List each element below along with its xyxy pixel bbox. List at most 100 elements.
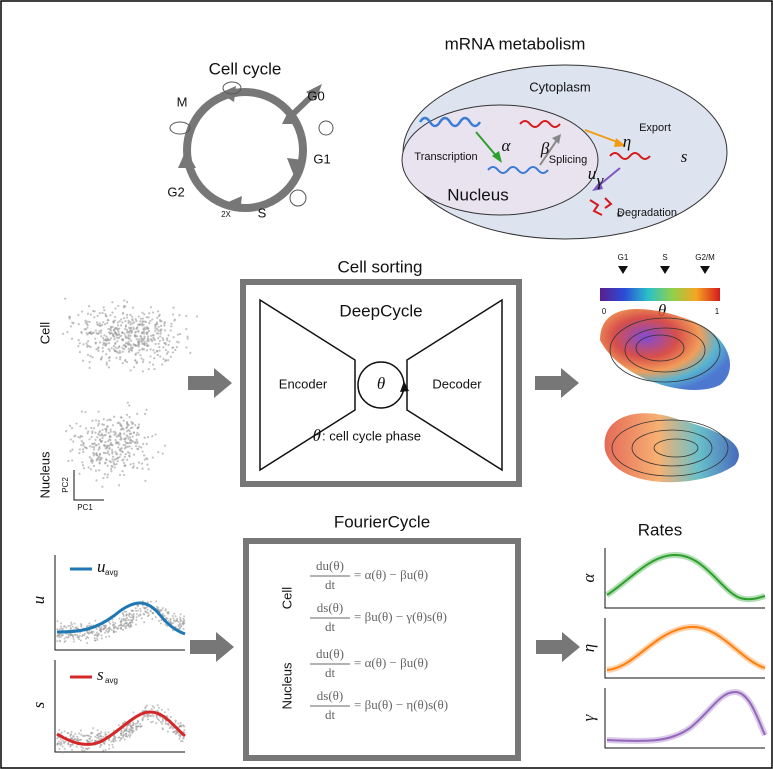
cloud-point	[107, 450, 109, 452]
cloud-point	[136, 413, 138, 415]
cloud-point	[124, 447, 126, 449]
cloud-point	[139, 335, 141, 337]
cloud-point	[152, 364, 154, 366]
cloud-point	[99, 312, 101, 314]
cloud-point	[160, 325, 162, 327]
legend-label: s	[97, 665, 104, 684]
cloud-point	[185, 328, 187, 330]
cloud-point	[114, 307, 116, 309]
noise-point	[180, 624, 182, 626]
noise-point	[96, 631, 98, 633]
noise-point	[94, 639, 96, 641]
cloud-point	[130, 427, 132, 429]
cloud-point	[126, 331, 128, 333]
cloud-point	[115, 439, 117, 441]
cloud-point	[110, 431, 112, 433]
noise-point	[150, 601, 152, 603]
numerator: du(θ)	[316, 558, 344, 573]
cloud-point	[142, 343, 144, 345]
cloud-point	[77, 314, 79, 316]
cell-icon	[170, 122, 190, 134]
cloud-point	[123, 433, 125, 435]
cloud-point	[125, 453, 127, 455]
noise-point	[98, 737, 100, 739]
noise-point	[174, 731, 176, 733]
noise-point	[92, 727, 94, 729]
cloud-point	[97, 347, 99, 349]
noise-point	[183, 622, 185, 624]
cloud-point	[123, 462, 125, 464]
cloud-point	[172, 351, 174, 353]
noise-point	[111, 744, 113, 746]
noise-point	[56, 737, 58, 739]
cloud-point	[84, 320, 86, 322]
cloud-point	[117, 329, 119, 331]
noise-point	[135, 725, 137, 727]
noise-point	[64, 638, 66, 640]
cloud-point	[138, 324, 140, 326]
cloud-point	[112, 424, 114, 426]
cloud-point	[131, 316, 133, 318]
cloud-point	[102, 321, 104, 323]
cloud-point	[126, 314, 128, 316]
cloud-point	[174, 349, 176, 351]
noise-point	[113, 740, 115, 742]
cloud-point	[122, 451, 124, 453]
cloud-point	[87, 354, 89, 356]
noise-point	[122, 613, 124, 615]
noise-point	[96, 635, 98, 637]
cloud-point	[95, 444, 97, 446]
cloud-point	[64, 298, 66, 300]
cloud-point	[108, 366, 110, 368]
cloud-point	[126, 421, 128, 423]
noise-point	[86, 631, 88, 633]
denominator: dt	[325, 577, 336, 592]
cloud-point	[145, 328, 147, 330]
rate-label: η	[579, 644, 598, 652]
noise-point	[64, 640, 66, 642]
cloud-point	[109, 314, 111, 316]
cloud-point	[144, 320, 146, 322]
cloud-point	[103, 309, 105, 311]
cloud-point	[134, 441, 136, 443]
cloud-point	[139, 354, 141, 356]
cloud-point	[81, 461, 83, 463]
input-label: Nucleus	[37, 451, 52, 498]
noise-point	[60, 625, 62, 627]
empty-set: ∅	[617, 210, 624, 219]
cloud-point	[118, 336, 120, 338]
cloud-point	[111, 312, 113, 314]
cloud-point	[159, 320, 161, 322]
noise-point	[91, 632, 93, 634]
cloud-point	[101, 429, 103, 431]
noise-point	[79, 635, 81, 637]
noise-point	[70, 634, 72, 636]
cloud-point	[134, 424, 136, 426]
process-label: Degradation	[617, 207, 677, 219]
noise-point	[108, 744, 110, 746]
noise-point	[88, 735, 90, 737]
cloud-point	[162, 452, 164, 454]
noise-point	[130, 622, 132, 624]
noise-point	[61, 731, 63, 733]
noise-point	[131, 730, 133, 732]
cloud-point	[101, 437, 103, 439]
cloud-point	[143, 336, 145, 338]
axis-label: PC2	[61, 477, 70, 493]
cloud-point	[185, 315, 187, 317]
noise-point	[58, 634, 60, 636]
noise-point	[127, 619, 129, 621]
cloud-point	[123, 465, 125, 467]
cloud-point	[148, 368, 150, 370]
cloud-point	[176, 346, 178, 348]
noise-point	[80, 640, 82, 642]
noise-point	[108, 748, 110, 750]
noise-point	[71, 749, 73, 751]
cloud-point	[150, 335, 152, 337]
noise-point	[158, 620, 160, 622]
rate-label: α	[579, 572, 598, 582]
cloud-point	[104, 452, 106, 454]
dna-label: 2X	[221, 210, 231, 219]
noise-point	[64, 730, 66, 732]
cloud-point	[168, 334, 170, 336]
